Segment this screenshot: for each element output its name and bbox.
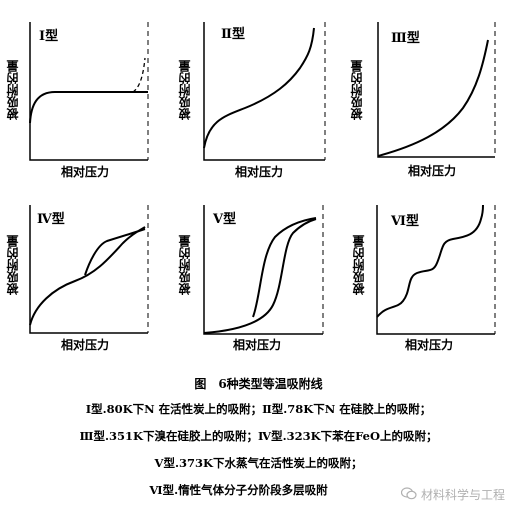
wechat-icon — [401, 487, 417, 503]
isotherm-plot — [376, 204, 496, 335]
adsorption-branch — [203, 218, 317, 334]
isotherm-plot — [377, 22, 496, 158]
x-axis-label: 相对压力 — [408, 164, 457, 178]
caption-line-3: Ⅴ型.373K下水蒸气在活性炭上的吸附； — [154, 456, 363, 470]
desorption-branch — [84, 228, 146, 276]
isotherm-plot — [29, 205, 149, 334]
adsorption-branch — [29, 226, 146, 326]
isotherm-plot — [29, 22, 149, 161]
x-axis-label: 相对压力 — [235, 165, 284, 179]
x-axis-label: 相对压力 — [233, 338, 282, 352]
panel-type-4: Ⅳ型 被吸附的量 相对压力 — [5, 205, 155, 365]
type-label: Ⅴ型 — [213, 212, 237, 227]
caption-line-2: Ⅲ型.351K下溴在硅胶上的吸附；Ⅳ型.323K下苯在FeO上的吸附； — [79, 429, 438, 443]
saturation-curve — [132, 57, 146, 93]
figure-caption-title: 图 6种类型等温吸附线 — [194, 377, 323, 391]
type-label: Ⅱ型 — [221, 27, 245, 42]
axes — [203, 22, 325, 161]
desorption-branch — [252, 217, 317, 318]
x-axis-label: 相对压力 — [405, 338, 454, 352]
panel-type-2: Ⅱ型 被吸附的量 相对压力 — [175, 20, 335, 190]
axes — [377, 22, 495, 158]
axes — [203, 205, 323, 335]
stepped-isotherm-curve — [376, 204, 484, 318]
isotherm-curve — [377, 39, 489, 157]
type-label: Ⅰ型 — [39, 29, 59, 44]
caption-line-1: Ⅰ型.80K下N 在活性炭上的吸附；Ⅱ型.78K下N 在硅胶上的吸附； — [85, 402, 432, 416]
type-label: Ⅵ型 — [391, 214, 419, 229]
isotherm-curve — [203, 27, 315, 149]
watermark-text: 材料科学与工程 — [420, 487, 505, 502]
watermark: 材料科学与工程 — [399, 485, 507, 503]
axes — [376, 205, 495, 335]
isotherm-plot — [203, 205, 324, 335]
x-axis-label: 相对压力 — [61, 165, 110, 179]
axes — [29, 22, 148, 161]
caption-line-4: Ⅵ型.惰性气体分子分阶段多层吸附 — [149, 483, 328, 497]
type-label: Ⅲ型 — [391, 31, 420, 46]
panel-type-6: Ⅵ型 被吸附的量 相对压力 — [345, 204, 505, 365]
panel-type-5: Ⅴ型 被吸附的量 相对压力 — [175, 205, 335, 365]
type-label: Ⅳ型 — [37, 212, 65, 227]
axes — [29, 205, 148, 334]
x-axis-label: 相对压力 — [61, 338, 110, 352]
isotherm-curve — [29, 91, 148, 124]
panel-type-3: Ⅲ型 被吸附的量 相对压力 — [345, 20, 505, 190]
panel-type-1: Ⅰ型 被吸附的量 相对压力 — [5, 20, 155, 190]
isotherm-plot — [203, 22, 326, 161]
